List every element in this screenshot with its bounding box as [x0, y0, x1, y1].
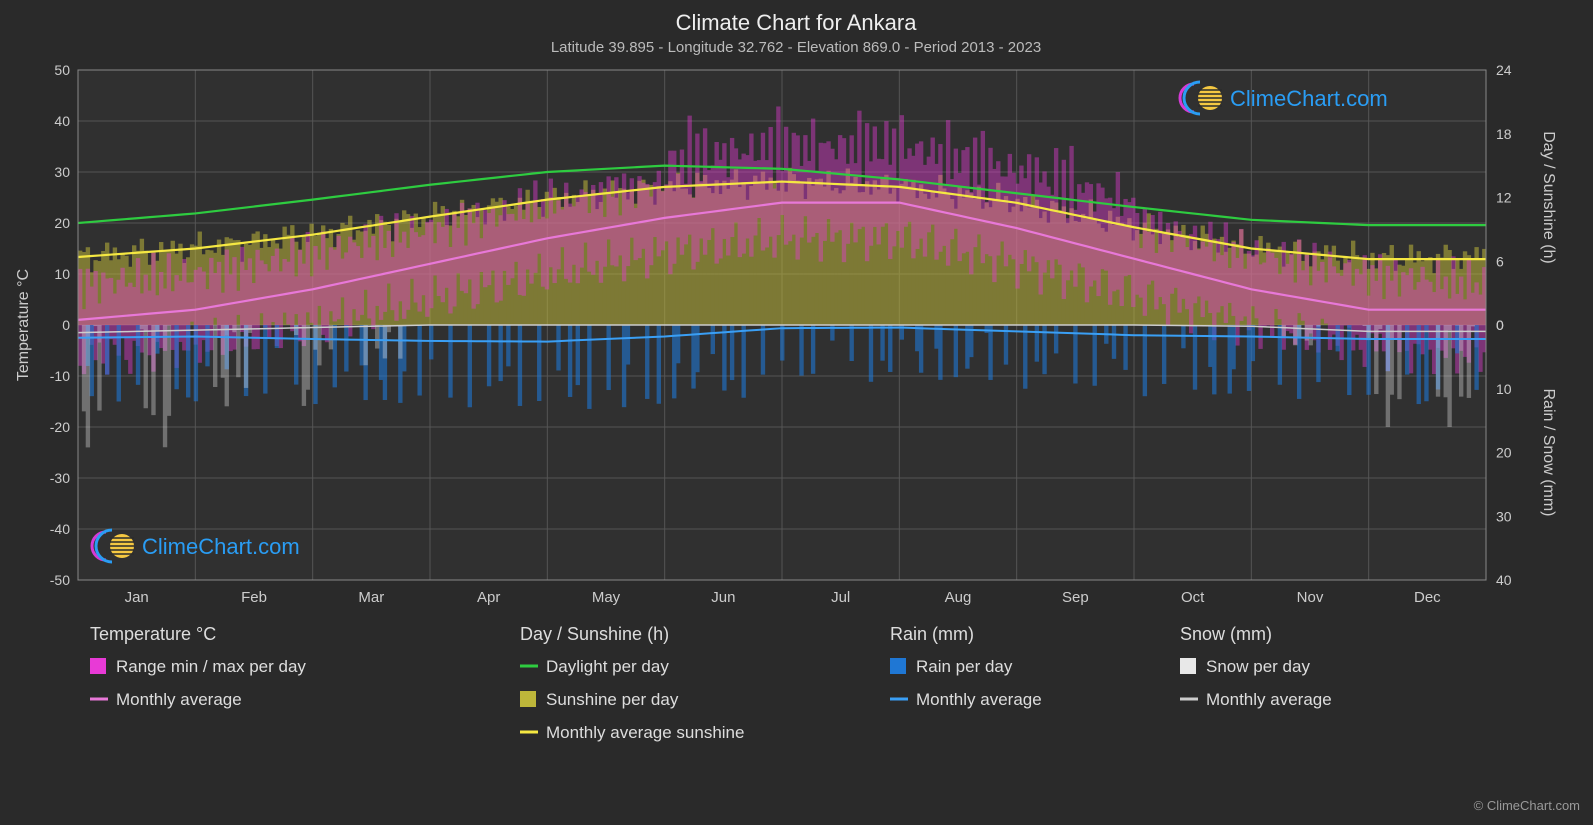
- month-label: Jun: [711, 589, 735, 606]
- left-axis-label: Temperature °C: [15, 269, 32, 381]
- legend-label: Monthly average sunshine: [546, 723, 744, 742]
- right-top-tick: 6: [1496, 253, 1504, 269]
- left-tick: -40: [50, 521, 70, 537]
- legend-heading: Temperature °C: [90, 624, 216, 644]
- chart-title: Climate Chart for Ankara: [676, 10, 918, 35]
- watermark-logo: ClimeChart.com: [1180, 82, 1388, 114]
- left-tick: -30: [50, 470, 70, 486]
- legend-label: Monthly average: [916, 690, 1042, 709]
- left-tick: -20: [50, 419, 70, 435]
- month-label: Feb: [241, 589, 267, 606]
- month-label: Sep: [1062, 589, 1089, 606]
- month-label: Jul: [831, 589, 850, 606]
- legend-label: Snow per day: [1206, 657, 1310, 676]
- month-label: Oct: [1181, 589, 1205, 606]
- left-tick: 50: [54, 62, 70, 78]
- month-label: Apr: [477, 589, 500, 606]
- svg-text:ClimeChart.com: ClimeChart.com: [1230, 86, 1388, 111]
- right-bottom-tick: 30: [1496, 508, 1512, 524]
- left-tick: -50: [50, 572, 70, 588]
- legend-heading: Rain (mm): [890, 624, 974, 644]
- climate-chart-container: Climate Chart for Ankara Latitude 39.895 …: [0, 0, 1593, 825]
- month-label: May: [592, 589, 621, 606]
- left-tick: 0: [62, 317, 70, 333]
- right-top-axis-label: Day / Sunshine (h): [1540, 131, 1557, 264]
- legend-swatch: [90, 658, 106, 674]
- right-bottom-tick: 0: [1496, 317, 1504, 333]
- left-tick: 10: [54, 266, 70, 282]
- legend-swatch: [1180, 658, 1196, 674]
- left-tick: 20: [54, 215, 70, 231]
- right-top-tick: 24: [1496, 62, 1512, 78]
- legend-heading: Day / Sunshine (h): [520, 624, 669, 644]
- month-label: Dec: [1414, 589, 1441, 606]
- right-bottom-tick: 40: [1496, 572, 1512, 588]
- left-tick: -10: [50, 368, 70, 384]
- legend-heading: Snow (mm): [1180, 624, 1272, 644]
- right-top-tick: 18: [1496, 126, 1512, 142]
- legend-swatch: [520, 691, 536, 707]
- right-top-tick: 12: [1496, 190, 1512, 206]
- legend-label: Monthly average: [116, 690, 242, 709]
- legend-swatch: [890, 658, 906, 674]
- chart-subtitle: Latitude 39.895 - Longitude 32.762 - Ele…: [551, 39, 1041, 56]
- right-bottom-tick: 20: [1496, 445, 1512, 461]
- watermark-logo: ClimeChart.com: [92, 530, 300, 562]
- month-label: Nov: [1297, 589, 1324, 606]
- legend-label: Monthly average: [1206, 690, 1332, 709]
- climate-chart-svg: Climate Chart for Ankara Latitude 39.895 …: [0, 0, 1593, 825]
- legend-label: Range min / max per day: [116, 657, 306, 676]
- copyright-text: © ClimeChart.com: [1474, 798, 1580, 813]
- left-tick: 40: [54, 113, 70, 129]
- month-label: Aug: [945, 589, 972, 606]
- left-tick: 30: [54, 164, 70, 180]
- legend-label: Rain per day: [916, 657, 1013, 676]
- legend-label: Daylight per day: [546, 657, 669, 676]
- legend-label: Sunshine per day: [546, 690, 679, 709]
- right-bottom-tick: 10: [1496, 381, 1512, 397]
- svg-text:ClimeChart.com: ClimeChart.com: [142, 534, 300, 559]
- month-label: Mar: [358, 589, 384, 606]
- month-label: Jan: [125, 589, 149, 606]
- right-bottom-axis-label: Rain / Snow (mm): [1540, 388, 1557, 516]
